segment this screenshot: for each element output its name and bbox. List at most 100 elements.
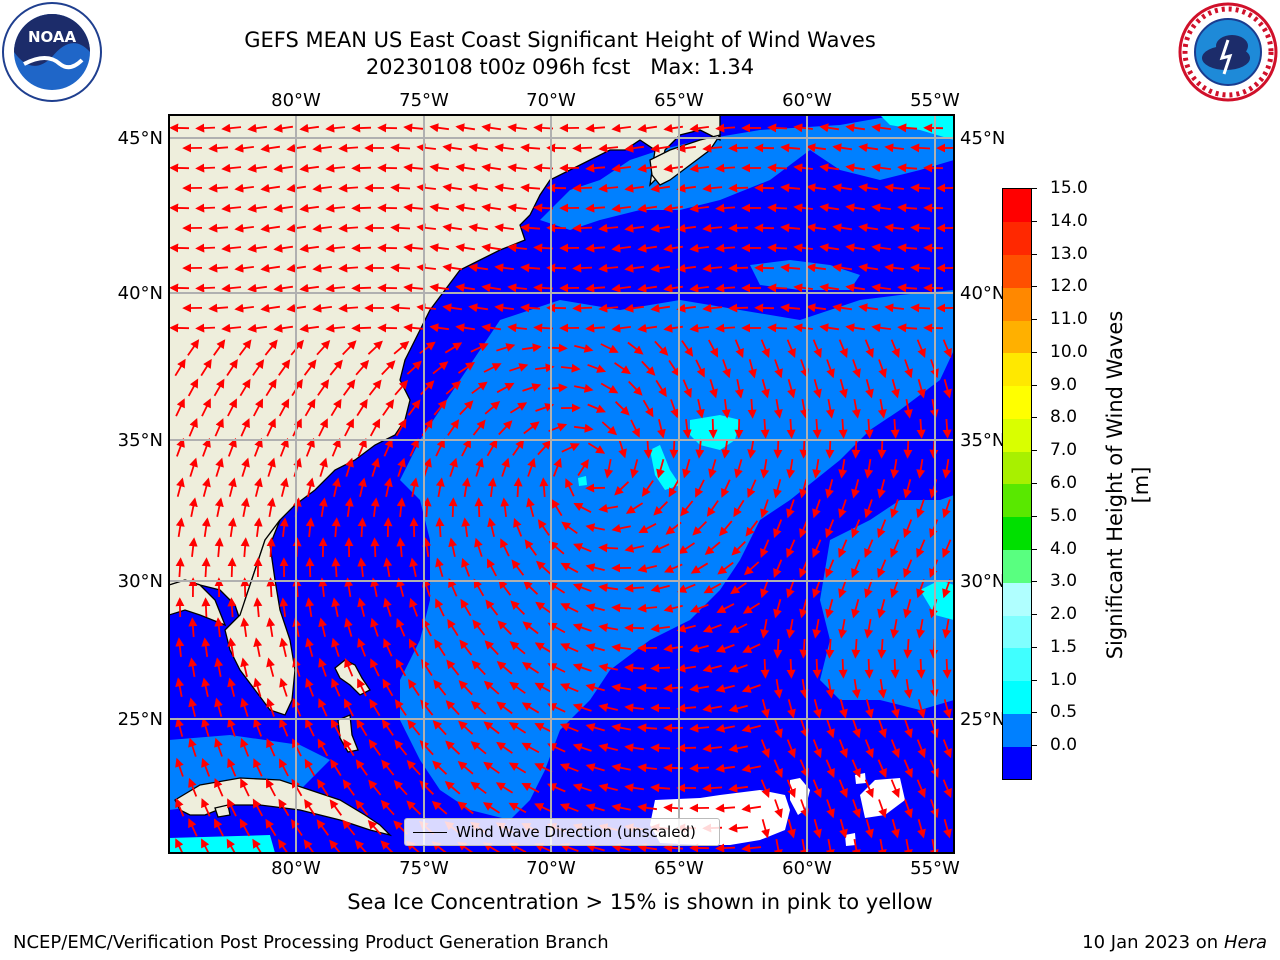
wind-wave-arrow — [214, 657, 224, 677]
wind-wave-arrow — [773, 398, 783, 419]
colorbar-segment — [1003, 549, 1031, 583]
wind-wave-arrow — [356, 718, 368, 737]
wind-wave-arrow — [304, 398, 316, 417]
wind-wave-arrow — [690, 562, 709, 574]
wind-wave-arrow — [780, 223, 801, 233]
wind-wave-arrow — [189, 457, 198, 477]
wind-wave-arrow — [871, 123, 892, 133]
wind-wave-arrow — [188, 737, 197, 757]
wind-wave-arrow — [368, 379, 382, 396]
wind-wave-arrow — [508, 722, 527, 734]
wind-wave-arrow — [534, 682, 553, 694]
wind-wave-arrow — [695, 479, 705, 498]
wind-wave-arrow — [227, 437, 237, 457]
wind-wave-arrow — [864, 739, 874, 759]
wind-wave-arrow — [520, 223, 541, 233]
wind-wave-arrow — [356, 398, 368, 417]
lat-label-right: 45°N — [960, 128, 1005, 149]
wind-wave-arrow — [325, 203, 346, 213]
wind-wave-arrow — [390, 263, 411, 273]
wind-wave-arrow — [838, 579, 847, 599]
wind-wave-arrow — [942, 579, 951, 599]
wind-wave-arrow — [574, 344, 594, 353]
wind-wave-arrow — [305, 437, 315, 457]
wind-wave-arrow — [188, 418, 198, 437]
wind-wave-arrow — [227, 758, 237, 777]
wind-wave-arrow — [585, 523, 605, 533]
wind-wave-arrow — [864, 418, 874, 439]
lat-labels-left: 45°N 40°N 35°N 30°N 25°N — [118, 128, 163, 730]
wind-wave-arrow — [305, 517, 315, 538]
wind-wave-arrow — [299, 283, 320, 293]
map-plot-area — [169, 115, 954, 853]
wind-wave-arrow — [728, 823, 749, 833]
wind-wave-arrow — [851, 519, 861, 539]
wind-wave-arrow — [481, 243, 502, 253]
wind-wave-arrow — [188, 657, 198, 678]
wind-wave-arrow — [572, 303, 593, 313]
map-legend: Wind Wave Direction (unscaled) — [404, 818, 720, 846]
wind-wave-arrow — [637, 763, 658, 773]
wind-wave-arrow — [767, 123, 788, 133]
chart-title-line1: GEFS MEAN US East Coast Significant Heig… — [244, 28, 876, 52]
wind-wave-arrow — [330, 758, 342, 777]
wind-wave-arrow — [273, 203, 294, 213]
wind-wave-arrow — [468, 303, 489, 313]
wind-wave-arrow — [390, 303, 411, 313]
wind-wave-arrow — [449, 457, 458, 477]
wind-wave-arrow — [299, 123, 320, 133]
wind-wave-arrow — [393, 341, 410, 355]
wind-wave-arrow — [369, 698, 381, 717]
wind-wave-arrow — [390, 183, 411, 193]
wind-wave-arrow — [773, 599, 782, 619]
wind-wave-arrow — [669, 438, 679, 459]
wind-wave-arrow — [747, 398, 757, 419]
wind-wave-arrow — [689, 163, 710, 173]
wind-wave-arrow — [445, 380, 462, 395]
wind-wave-arrow — [585, 723, 605, 732]
wind-wave-arrow — [484, 401, 501, 415]
wind-wave-arrow — [715, 203, 736, 213]
wind-wave-arrow — [813, 699, 822, 719]
wind-wave-arrow — [728, 263, 749, 273]
wind-wave-arrow — [345, 457, 354, 477]
wind-wave-arrow — [715, 644, 735, 653]
wind-wave-arrow — [819, 123, 840, 133]
wind-wave-arrow — [760, 618, 770, 639]
wind-wave-arrow — [903, 599, 912, 619]
wind-wave-arrow — [195, 203, 216, 213]
wind-wave-arrow — [265, 378, 277, 397]
wind-wave-arrow — [304, 758, 316, 777]
wind-wave-arrow — [416, 143, 437, 153]
wind-wave-arrow — [587, 442, 606, 454]
wind-wave-arrow — [273, 123, 294, 133]
wind-wave-arrow — [650, 303, 671, 313]
wind-wave-arrow — [903, 838, 913, 853]
wind-wave-arrow — [799, 599, 808, 619]
wind-wave-arrow — [650, 263, 671, 273]
wind-wave-arrow — [214, 537, 224, 558]
colorbar-tick-label: 12.0 — [1031, 276, 1088, 296]
wind-wave-arrow — [279, 517, 289, 538]
wind-wave-arrow — [585, 323, 606, 333]
wind-wave-arrow — [498, 420, 513, 436]
wind-wave-arrow — [507, 243, 528, 253]
wind-wave-arrow — [630, 419, 640, 438]
wind-wave-arrow — [676, 223, 697, 233]
wind-wave-arrow — [419, 740, 434, 756]
wind-wave-arrow — [572, 623, 592, 632]
wind-wave-arrow — [689, 644, 709, 653]
wind-wave-arrow — [806, 223, 827, 233]
wind-wave-arrow — [832, 303, 853, 313]
wind-wave-arrow — [175, 798, 185, 817]
wind-wave-arrow — [917, 819, 926, 839]
graticule — [169, 115, 954, 853]
wind-wave-arrow — [745, 520, 759, 537]
wind-wave-arrow — [252, 359, 265, 376]
wind-wave-arrow — [432, 760, 448, 775]
wind-wave-arrow — [773, 838, 783, 853]
wind-wave-arrow — [481, 283, 502, 293]
wind-wave-arrow — [445, 740, 461, 755]
wind-wave-arrow — [508, 802, 527, 814]
wind-wave-arrow — [351, 203, 372, 213]
